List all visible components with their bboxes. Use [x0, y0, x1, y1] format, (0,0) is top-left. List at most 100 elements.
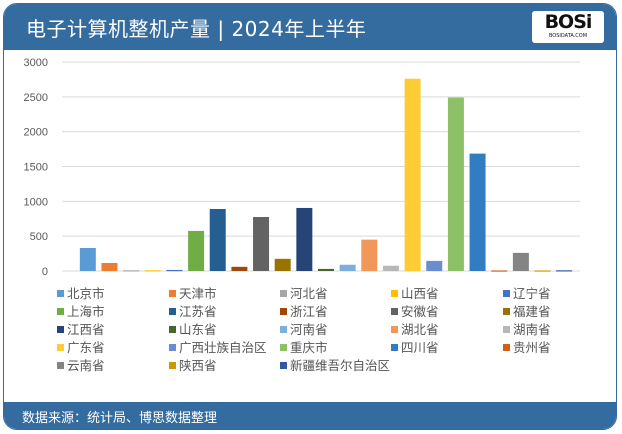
bar-浙江省	[231, 266, 248, 271]
legend-label: 福建省	[513, 304, 551, 319]
legend-item: 上海市	[57, 301, 105, 320]
logo-subtext: BOSIDATA.COM	[548, 33, 588, 39]
bar-广西壮族自治区	[426, 260, 443, 271]
legend-item: 湖北省	[391, 319, 439, 338]
legend-label: 广东省	[67, 340, 105, 355]
legend-item: 新疆维吾尔自治区	[280, 355, 390, 374]
bar-重庆市	[447, 97, 464, 271]
chart-title: 电子计算机整机产量 | 2024年上半年	[26, 17, 367, 41]
legend-swatch	[169, 308, 176, 315]
footer-bar: 数据来源：统计局、博思数据整理	[4, 402, 616, 429]
legend-swatch	[57, 290, 64, 297]
logo-text: BOSi	[544, 11, 593, 33]
legend-item: 云南省	[57, 355, 105, 374]
y-tick-label: 500	[30, 231, 48, 243]
legend-item: 江西省	[57, 319, 105, 338]
legend-swatch	[169, 290, 176, 297]
legend-label: 江苏省	[179, 304, 217, 319]
y-tick-label: 1500	[24, 162, 48, 174]
legend-label: 云南省	[67, 358, 105, 373]
legend-item: 贵州省	[503, 337, 551, 356]
legend-item: 安徽省	[391, 301, 439, 320]
legend-swatch	[280, 344, 287, 351]
bar-安徽省	[253, 217, 270, 271]
legend-item: 福建省	[503, 301, 551, 320]
legend-label: 河南省	[290, 322, 328, 337]
chart-card: 电子计算机整机产量 | 2024年上半年 BOSi BOSIDATA.COM 数…	[3, 3, 617, 430]
legend-label: 贵州省	[513, 340, 551, 355]
y-tick-label: 0	[42, 266, 48, 278]
bar-上海市	[188, 230, 205, 271]
legend-swatch	[280, 362, 287, 369]
legend-label: 安徽省	[401, 304, 439, 319]
legend-label: 北京市	[67, 286, 105, 301]
legend-item: 广西壮族自治区	[169, 337, 267, 356]
bosi-logo: BOSi BOSIDATA.COM	[532, 11, 604, 43]
legend-label: 山东省	[179, 322, 217, 337]
legend-swatch	[503, 344, 510, 351]
data-source: 数据来源：统计局、博思数据整理	[22, 411, 218, 426]
legend-label: 上海市	[67, 304, 105, 319]
legend-item: 天津市	[169, 283, 217, 302]
legend-label: 四川省	[401, 340, 439, 355]
legend-item: 山东省	[169, 319, 217, 338]
legend-label: 河北省	[290, 286, 328, 301]
legend-swatch	[57, 344, 64, 351]
legend-item: 陕西省	[169, 355, 217, 374]
legend-item: 四川省	[391, 337, 439, 356]
legend-swatch	[280, 326, 287, 333]
legend-item: 广东省	[57, 337, 105, 356]
legend-swatch	[503, 290, 510, 297]
bar-湖北省	[361, 239, 378, 271]
y-tick-label: 2500	[24, 92, 48, 104]
bar-河北省	[123, 270, 140, 272]
legend-swatch	[391, 290, 398, 297]
legend-label: 山西省	[401, 286, 439, 301]
legend-label: 广西壮族自治区	[179, 340, 267, 355]
bar-河南省	[339, 264, 356, 271]
legend-label: 湖北省	[401, 322, 439, 337]
legend-label: 湖南省	[513, 322, 551, 337]
legend-item: 河南省	[280, 319, 328, 338]
legend-swatch	[503, 308, 510, 315]
bar-福建省	[274, 258, 291, 271]
bar-山东省	[318, 268, 334, 271]
bar-云南省	[512, 252, 529, 271]
y-tick-label: 3000	[24, 57, 48, 69]
bar-江西省	[296, 207, 313, 271]
legend-swatch	[391, 344, 398, 351]
legend-label: 辽宁省	[513, 286, 551, 301]
legend-item: 江苏省	[169, 301, 217, 320]
legend-swatch	[57, 326, 64, 333]
legend-item: 湖南省	[503, 319, 551, 338]
legend-label: 陕西省	[179, 358, 217, 373]
legend-label: 浙江省	[290, 304, 328, 319]
legend-item: 山西省	[391, 283, 439, 302]
legend-swatch	[169, 362, 176, 369]
legend-swatch	[391, 326, 398, 333]
bar-四川省	[469, 153, 486, 271]
legend-swatch	[169, 344, 176, 351]
legend-swatch	[503, 326, 510, 333]
bar-山西省	[144, 270, 161, 272]
legend-swatch	[57, 308, 64, 315]
y-tick-label: 2000	[24, 127, 48, 139]
bar-湖南省	[382, 265, 399, 271]
legend-swatch	[391, 308, 398, 315]
legend-label: 重庆市	[290, 340, 328, 355]
bar-北京市	[79, 248, 96, 271]
header-bar: 电子计算机整机产量 | 2024年上半年 BOSi BOSIDATA.COM	[4, 4, 616, 50]
bar-天津市	[101, 262, 118, 271]
bar-贵州省	[491, 270, 508, 272]
legend-item: 辽宁省	[503, 283, 551, 302]
legend-label: 天津市	[179, 286, 217, 301]
legend-swatch	[280, 290, 287, 297]
y-tick-label: 1000	[24, 196, 48, 208]
legend-swatch	[280, 308, 287, 315]
legend-item: 浙江省	[280, 301, 328, 320]
legend-item: 北京市	[57, 283, 105, 302]
legend-item: 河北省	[280, 283, 328, 302]
legend-label: 新疆维吾尔自治区	[290, 358, 391, 373]
legend-swatch	[57, 362, 64, 369]
